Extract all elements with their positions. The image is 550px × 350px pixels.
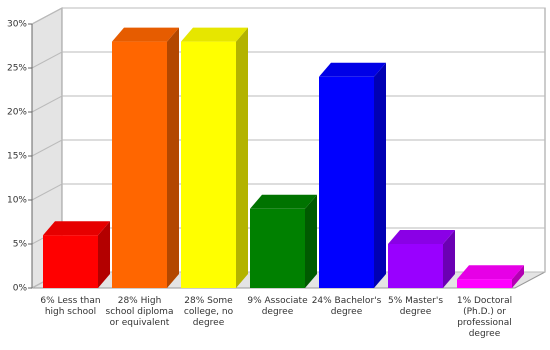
bar-front <box>43 235 98 288</box>
y-tick-label: 25% <box>7 64 27 74</box>
x-tick-label: 1% Doctoral (Ph.D.) or professional degr… <box>456 296 513 339</box>
bar-front <box>181 41 236 288</box>
y-tick-label: 10% <box>7 196 27 206</box>
bar-top <box>43 221 110 236</box>
bar-side <box>305 194 317 288</box>
y-tick-label: 5% <box>13 240 28 250</box>
bar <box>250 194 317 288</box>
grid-line <box>31 7 545 25</box>
bar <box>388 230 455 288</box>
bar-side <box>167 27 179 288</box>
x-tick-label: 28% Some college, no degree <box>183 296 234 328</box>
grid-line <box>31 51 545 69</box>
x-tick-label: 6% Less than high school <box>40 296 101 317</box>
bar <box>457 265 524 288</box>
bar-side <box>443 230 455 288</box>
x-tick-label: 9% Associate degree <box>247 296 308 317</box>
bar-front <box>112 41 167 288</box>
y-tick-label: 20% <box>7 108 27 118</box>
x-tick-label: 28% High school diploma or equivalent <box>105 296 174 328</box>
bar-front <box>457 279 512 288</box>
bar <box>181 27 248 288</box>
bar-front <box>319 76 374 288</box>
bar <box>112 27 179 288</box>
bar-top <box>112 27 179 42</box>
y-tick-label: 30% <box>7 20 27 30</box>
bar-top <box>181 27 248 42</box>
bar <box>43 221 110 288</box>
bar-side <box>98 221 110 288</box>
bar-top <box>250 194 317 209</box>
bar <box>319 62 386 288</box>
bar-top <box>319 62 386 77</box>
bar-side <box>236 27 248 288</box>
bar-front <box>250 208 305 288</box>
y-tick-label: 0% <box>13 284 28 294</box>
bar-front <box>388 244 443 288</box>
y-tick-label: 15% <box>7 152 27 162</box>
x-tick-label: 24% Bachelor's degree <box>311 296 382 317</box>
bar-top <box>388 230 455 244</box>
bar-side <box>512 265 524 288</box>
bar-side <box>374 62 386 288</box>
bar-top <box>457 265 524 280</box>
x-tick-label: 5% Master's degree <box>387 296 444 317</box>
